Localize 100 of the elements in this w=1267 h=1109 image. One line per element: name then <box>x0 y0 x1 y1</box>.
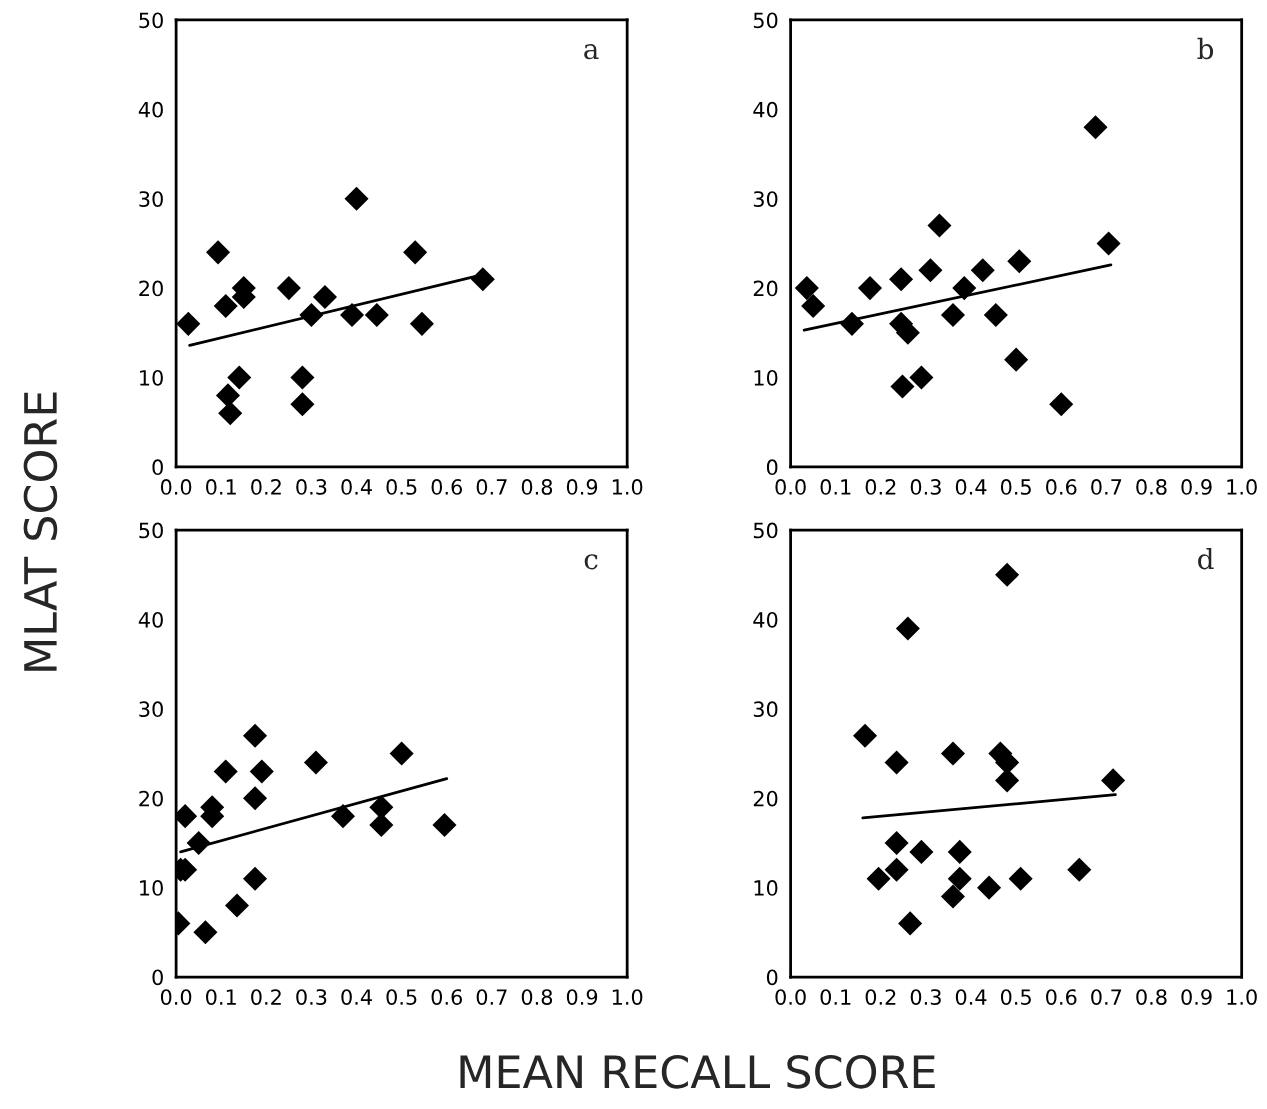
x-tick-label: 0.3 <box>910 479 941 495</box>
x-tick-label: 1.0 <box>612 479 643 495</box>
point <box>206 240 231 265</box>
point <box>940 741 966 766</box>
y-tick-label: 10 <box>754 880 778 896</box>
annotation: b <box>1197 37 1214 60</box>
y-axis-title: MLAT SCORE <box>23 392 58 671</box>
x-tick-label: 0.6 <box>431 479 462 495</box>
point <box>218 401 243 426</box>
x-tick-label: 0.1 <box>206 989 236 1005</box>
x-tick-label: 0.9 <box>1181 479 1212 495</box>
point <box>970 258 995 283</box>
point <box>947 866 972 891</box>
y-tick-label: 20 <box>753 280 778 297</box>
point <box>213 759 238 784</box>
y-tick-label: 50 <box>753 12 778 29</box>
x-tick-label: 0.5 <box>1000 479 1031 495</box>
x-tick-label: 0.3 <box>910 989 941 1005</box>
point <box>340 302 365 327</box>
x-tick-label: 0.6 <box>1046 989 1077 1005</box>
point <box>952 276 977 301</box>
x-axis-title: MEAN RECALL SCORE <box>460 1055 935 1089</box>
x-tick-label: 0.1 <box>206 479 236 495</box>
x-tick-label: 0.4 <box>955 989 987 1005</box>
x-tick-label: 0.2 <box>251 989 281 1005</box>
y-tick-label: 0 <box>152 459 163 476</box>
point <box>330 804 356 829</box>
x-tick-label: 0.6 <box>431 989 462 1005</box>
y-tick-label: 30 <box>139 191 163 207</box>
x-tick-label: 1.0 <box>1227 479 1257 495</box>
x-tick-label: 0.2 <box>865 989 896 1005</box>
x-tick-label: 0.8 <box>1136 479 1167 495</box>
point <box>1004 347 1029 372</box>
point <box>884 857 909 882</box>
point <box>243 866 268 891</box>
y-tick-label: 30 <box>753 701 778 718</box>
point <box>977 875 1002 900</box>
point <box>884 750 909 775</box>
point <box>389 741 414 766</box>
point <box>1067 857 1092 882</box>
point <box>224 893 250 918</box>
x-tick-label: 0.7 <box>1091 989 1122 1005</box>
point <box>889 267 914 292</box>
point <box>312 285 337 310</box>
point <box>290 392 315 417</box>
x-tick-label: 0.4 <box>341 479 372 495</box>
x-tick-label: 0.9 <box>566 989 598 1005</box>
point <box>983 302 1008 327</box>
point <box>303 750 328 775</box>
point <box>290 365 315 390</box>
x-tick-label: 0.1 <box>820 989 851 1005</box>
point <box>918 258 943 283</box>
x-tick-label: 0.0 <box>775 479 806 495</box>
point <box>853 723 878 748</box>
x-tick-label: 0.8 <box>521 989 553 1005</box>
x-tick-label: 0.5 <box>386 989 417 1005</box>
point <box>432 813 457 838</box>
point <box>927 213 952 238</box>
x-tick-label: 0.3 <box>296 479 327 495</box>
point <box>1096 231 1121 256</box>
y-tick-label: 50 <box>753 522 778 539</box>
y-tick-label: 20 <box>753 790 778 807</box>
y-tick-label: 50 <box>139 522 163 539</box>
point <box>995 562 1020 587</box>
point <box>884 830 909 855</box>
y-tick-label: 50 <box>139 12 163 29</box>
y-tick-label: 20 <box>139 280 163 297</box>
y-tick-label: 30 <box>753 191 778 207</box>
annotation: a <box>584 44 599 60</box>
y-tick-label: 10 <box>140 369 163 386</box>
point <box>995 768 1020 793</box>
point <box>895 616 920 641</box>
point <box>909 365 934 390</box>
point <box>898 911 923 936</box>
point <box>364 302 389 327</box>
x-tick-label: 0.9 <box>1181 989 1212 1005</box>
x-tick-label: 0.7 <box>1091 479 1122 495</box>
point <box>249 759 274 784</box>
y-tick-label: 0 <box>766 969 778 986</box>
point <box>1101 768 1126 793</box>
x-tick-label: 0.8 <box>1136 989 1167 1005</box>
x-tick-label: 0.5 <box>386 479 417 495</box>
y-tick-label: 30 <box>139 701 163 718</box>
point <box>794 276 819 301</box>
annotation: d <box>1198 547 1214 570</box>
point <box>344 186 369 211</box>
x-tick-label: 0.0 <box>160 479 192 495</box>
point <box>193 920 218 945</box>
point <box>213 293 238 319</box>
point <box>890 374 915 399</box>
x-tick-label: 0.3 <box>296 989 327 1005</box>
point <box>940 884 966 909</box>
x-tick-label: 0.2 <box>251 479 281 495</box>
y-tick-label: 0 <box>152 969 163 986</box>
point <box>176 311 201 336</box>
point <box>243 786 268 811</box>
x-tick-label: 0.7 <box>476 989 507 1005</box>
x-tick-label: 0.0 <box>160 989 192 1005</box>
x-tick-label: 0.2 <box>865 479 896 495</box>
y-tick-label: 0 <box>766 459 778 476</box>
